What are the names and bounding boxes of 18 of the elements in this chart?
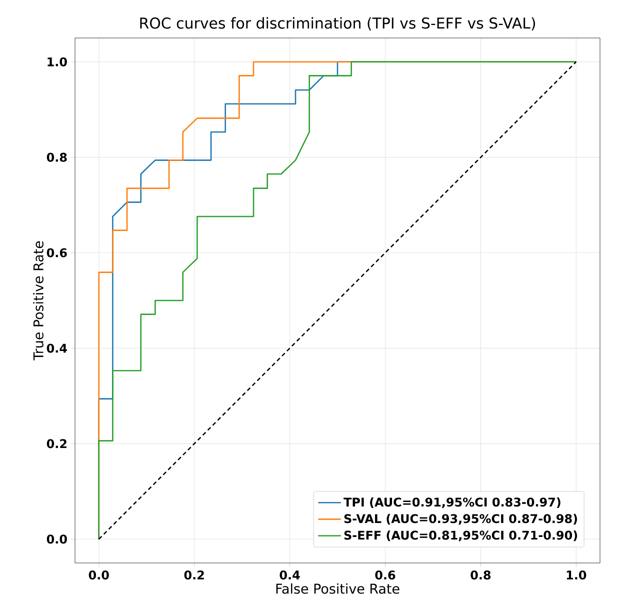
y-tick-label: 0.6 xyxy=(46,248,67,258)
x-axis-title: False Positive Rate xyxy=(276,583,400,594)
x-tick-label: 0.0 xyxy=(88,570,109,580)
x-tick-label: 1.0 xyxy=(566,570,586,580)
chart-title: ROC curves for discrimination (TPI vs S-EFF vs S-VAL) xyxy=(140,17,536,30)
x-tick-label: 0.8 xyxy=(470,570,491,580)
y-tick-label: 1.0 xyxy=(48,57,67,66)
legend-label: TPI (AUC=0.91,95%CI 0.83-0.97) xyxy=(344,497,560,508)
legend-label: S-VAL (AUC=0.93,95%CI 0.87-0.98) xyxy=(344,514,577,525)
legend-label: S-EFF (AUC=0.81,95%CI 0.71-0.90) xyxy=(344,530,578,542)
x-tick-label: 0.6 xyxy=(375,570,396,580)
y-tick-label: 0.8 xyxy=(46,152,67,162)
y-tick-label: 0.0 xyxy=(46,534,67,544)
y-axis-title: True Positive Rate xyxy=(33,241,44,360)
y-tick-label: 0.2 xyxy=(46,439,66,448)
y-tick-label: 0.4 xyxy=(46,344,67,353)
x-tick-label: 0.2 xyxy=(184,570,204,580)
x-tick-label: 0.4 xyxy=(280,570,300,580)
